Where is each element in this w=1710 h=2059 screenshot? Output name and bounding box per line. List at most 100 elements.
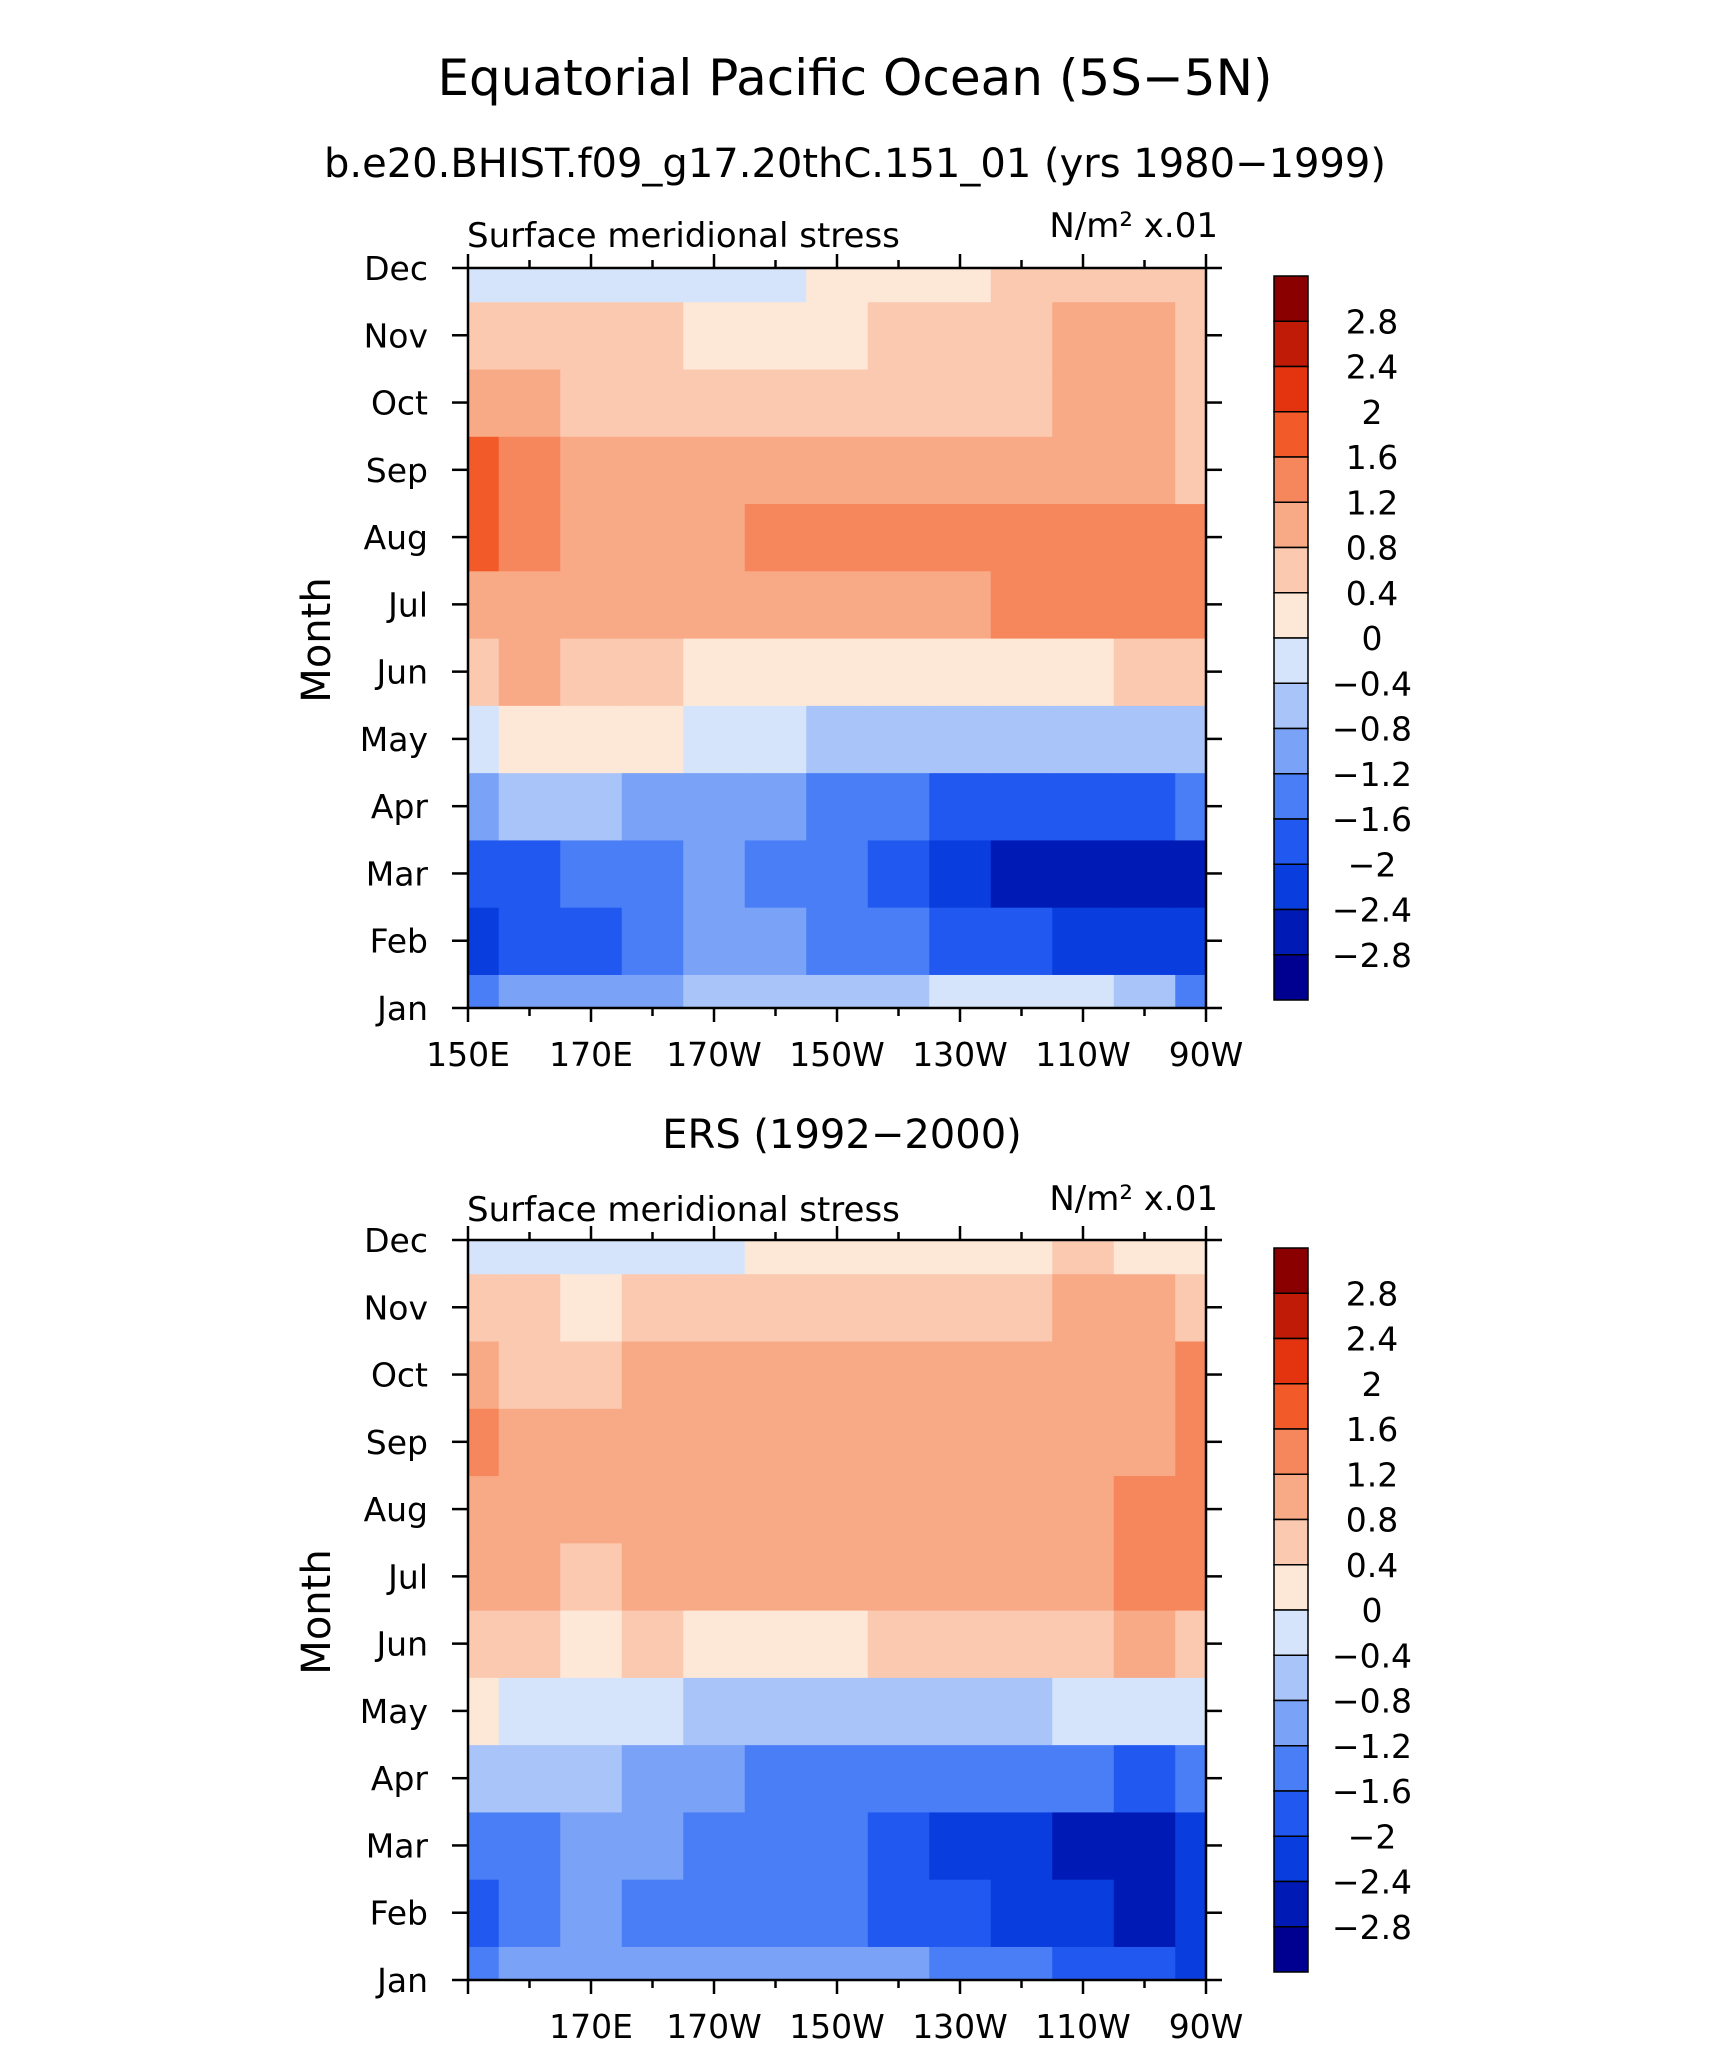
heatmap-cell	[498, 1610, 561, 1678]
y-tick-label: Oct	[371, 384, 428, 423]
heatmap-cell	[1052, 268, 1115, 303]
colorbar-label: −1.6	[1332, 1772, 1412, 1811]
heatmap-cell	[560, 1408, 623, 1477]
heatmap-cell	[683, 1273, 746, 1342]
heatmap-cell	[1175, 1946, 1207, 1981]
heatmap-cell	[744, 1677, 807, 1746]
heatmap-cell	[929, 368, 992, 437]
panel-ers-title: ERS (1992−2000)	[662, 1112, 1022, 1158]
heatmap-cell	[867, 1610, 930, 1678]
heatmap-cell	[621, 1677, 684, 1746]
heatmap-cell	[498, 839, 561, 908]
y-tick-label: Sep	[366, 1423, 428, 1462]
heatmap-cell	[1113, 268, 1176, 303]
panel-ers-units-label: N/m² x.01	[1049, 1179, 1218, 1219]
heatmap-cell	[498, 705, 561, 774]
heatmap-cell	[468, 268, 500, 303]
colorbar-box	[1273, 1880, 1309, 1928]
colorbar-label: −2.8	[1332, 936, 1412, 975]
heatmap-cell	[1175, 570, 1207, 639]
heatmap-cell	[867, 570, 930, 639]
heatmap-cell	[744, 772, 807, 841]
heatmap-cell	[621, 1340, 684, 1409]
heatmap-cell	[621, 1610, 684, 1678]
heatmap-cell	[867, 1273, 930, 1342]
heatmap-cell	[1175, 503, 1207, 572]
panel-ers-axes	[452, 1226, 1222, 1994]
heatmap-cell	[806, 839, 869, 908]
heatmap-cell	[806, 570, 869, 639]
heatmap-cell	[1052, 907, 1115, 975]
colorbar-box	[1273, 1247, 1309, 1294]
heatmap-cell	[468, 301, 500, 370]
heatmap-cell	[683, 570, 746, 639]
heatmap-cell	[990, 436, 1053, 505]
heatmap-cell	[621, 503, 684, 572]
heatmap-cell	[1052, 570, 1115, 639]
heatmap-cell	[990, 638, 1053, 706]
colorbar-label: −2	[1348, 845, 1397, 884]
heatmap-cell	[1052, 638, 1115, 706]
colorbar-box	[1273, 1292, 1309, 1340]
heatmap-cell	[867, 705, 930, 774]
heatmap-cell	[1052, 1542, 1115, 1611]
heatmap-cell	[498, 1946, 561, 1981]
heatmap-cell	[990, 705, 1053, 774]
heatmap-cell	[621, 570, 684, 639]
colorbar-label: 2.4	[1346, 348, 1398, 387]
heatmap-cell	[468, 1879, 500, 1947]
heatmap-cell	[929, 1542, 992, 1611]
colorbar-box	[1273, 1564, 1309, 1611]
heatmap-cell	[1052, 772, 1115, 841]
heatmap-cell	[1052, 368, 1115, 437]
heatmap-cell	[990, 503, 1053, 572]
heatmap-cell	[744, 1475, 807, 1544]
heatmap-cell	[806, 974, 869, 1009]
x-tick-label: 170W	[666, 2007, 762, 2046]
heatmap-cell	[621, 1408, 684, 1477]
heatmap-cell	[990, 1744, 1053, 1813]
heatmap-cell	[498, 1811, 561, 1880]
heatmap-cell	[1175, 638, 1207, 706]
heatmap-cell	[744, 839, 807, 908]
colorbar-label: 1.6	[1346, 438, 1398, 477]
heatmap-cell	[806, 705, 869, 774]
heatmap-cell	[1052, 1240, 1115, 1275]
heatmap-cell	[929, 705, 992, 774]
heatmap-cell	[468, 436, 500, 505]
heatmap-cell	[929, 1610, 992, 1678]
heatmap-cell	[1175, 839, 1207, 908]
heatmap-cell	[1113, 570, 1176, 639]
y-tick-label: Mar	[366, 1826, 429, 1865]
heatmap-cell	[1113, 638, 1176, 706]
heatmap-cell	[1175, 1879, 1207, 1947]
heatmap-cell	[468, 1811, 500, 1880]
panel-model-heatmap	[468, 268, 1207, 1009]
heatmap-cell	[929, 301, 992, 370]
heatmap-cell	[1052, 301, 1115, 370]
colorbar-label: 1.2	[1346, 1455, 1398, 1494]
colorbar-box	[1273, 411, 1309, 458]
heatmap-cell	[683, 268, 746, 303]
heatmap-cell	[929, 839, 992, 908]
heatmap-cell	[806, 907, 869, 975]
heatmap-cell	[621, 772, 684, 841]
heatmap-cell	[990, 1240, 1053, 1275]
heatmap-cell	[806, 1811, 869, 1880]
panel-ers: ERS (1992−2000) Surface meridional stres…	[294, 1112, 1412, 2046]
heatmap-cell	[1113, 1408, 1176, 1477]
heatmap-cell	[806, 772, 869, 841]
colorbar-box	[1273, 1473, 1309, 1521]
heatmap-cell	[683, 1408, 746, 1477]
heatmap-cell	[1175, 1475, 1207, 1544]
panel-ers-y-label: Month	[294, 1549, 340, 1674]
heatmap-cell	[1052, 1677, 1115, 1746]
heatmap-cell	[990, 301, 1053, 370]
heatmap-cell	[1175, 301, 1207, 370]
heatmap-cell	[498, 638, 561, 706]
heatmap-cell	[1113, 1475, 1176, 1544]
heatmap-cell	[1175, 1273, 1207, 1342]
colorbar-label: −0.4	[1332, 664, 1412, 703]
heatmap-cell	[468, 1273, 500, 1342]
colorbar-label: −2	[1348, 1817, 1397, 1856]
